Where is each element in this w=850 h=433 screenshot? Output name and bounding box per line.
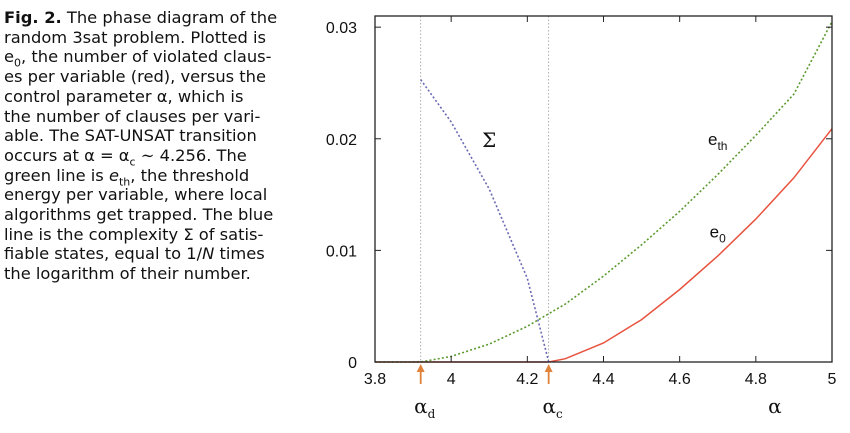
caption-sub: th (118, 174, 131, 188)
x-tick-label: 4.6 (669, 371, 691, 388)
alpha-d-label: αd (414, 394, 436, 421)
figure-caption: Fig. 2. The phase diagram of the random … (4, 8, 302, 284)
caption-line-12: line is the complexity Σ of satis- (4, 224, 264, 244)
caption-italic: N (202, 244, 215, 264)
x-tick-labels: 3.8 4 4.2 4.4 4.6 4.8 5 (364, 371, 837, 388)
caption-line-1: Fig. 2. The phase diagram of the (4, 8, 302, 28)
caption-line-3: e0, the number of violated claus- (4, 47, 302, 70)
y-tick-label: 0 (348, 355, 357, 372)
caption-line-14: the logarithm of their number. (4, 264, 251, 284)
caption-text: ∼ 4.256. The (135, 145, 247, 165)
caption-line-7: able. The SAT-UNSAT transition (4, 126, 257, 146)
plot-frame (374, 15, 833, 363)
x-tick-label: 4.8 (745, 371, 767, 388)
caption-text: , the threshold (130, 165, 250, 185)
alpha-c-arrow-head (544, 364, 553, 372)
x-tick-label: 5 (828, 371, 837, 388)
series-line-e0 (375, 128, 833, 363)
caption-text: fiable states, equal to 1/ (4, 244, 203, 264)
caption-sub: c (129, 155, 136, 169)
caption-text: occurs at α = α (4, 145, 130, 165)
sigma-label: Σ (482, 128, 496, 152)
caption-text: , the number of violated claus- (21, 47, 272, 67)
x-tick-label: 3.8 (364, 371, 386, 388)
caption-text: green line is (4, 165, 109, 185)
x-axis-title: α (768, 394, 782, 418)
caption-text: e (4, 47, 15, 67)
y-tick-label: 0.01 (326, 243, 357, 260)
y-tick-label: 0.03 (326, 20, 357, 37)
x-tick-label: 4.2 (516, 371, 538, 388)
caption-line-2: random 3sat problem. Plotted is (4, 27, 267, 47)
alpha-d-arrow-head (416, 364, 425, 372)
caption-sub: 0 (14, 56, 22, 70)
alpha-arrows (416, 364, 553, 384)
series-line-sigma (420, 79, 550, 363)
eth-label: eth (708, 130, 727, 153)
x-tick-label: 4 (447, 371, 456, 388)
caption-text: times (214, 244, 265, 264)
caption-fig-label: Fig. 2. (4, 8, 62, 27)
caption-line-9: green line is eth, the threshold (4, 165, 302, 188)
y-tick-labels: 0 0.01 0.02 0.03 (326, 20, 357, 372)
caption-line-6: the number of clauses per vari- (4, 106, 261, 126)
caption-line-5: control parameter α, which is (4, 86, 244, 106)
caption-line-11: algorithms get trapped. The blue (4, 205, 274, 225)
axis-ticks (374, 16, 833, 363)
caption-text: The phase diagram of the (61, 8, 278, 27)
marker-lines (420, 16, 550, 362)
series-line-eth (375, 21, 833, 363)
e0-label: e0 (710, 222, 726, 245)
y-tick-label: 0.02 (326, 132, 357, 149)
caption-italic: e (108, 165, 119, 185)
caption-line-13: fiable states, equal to 1/N times (4, 244, 302, 264)
x-tick-label: 4.4 (592, 371, 614, 388)
caption-line-8: occurs at α = αc ∼ 4.256. The (4, 145, 302, 169)
caption-line-10: energy per variable, where local (4, 185, 268, 205)
alpha-c-label: αc (543, 394, 564, 421)
series-lines (375, 21, 833, 363)
caption-line-4: es per variable (red), versus the (4, 67, 267, 87)
